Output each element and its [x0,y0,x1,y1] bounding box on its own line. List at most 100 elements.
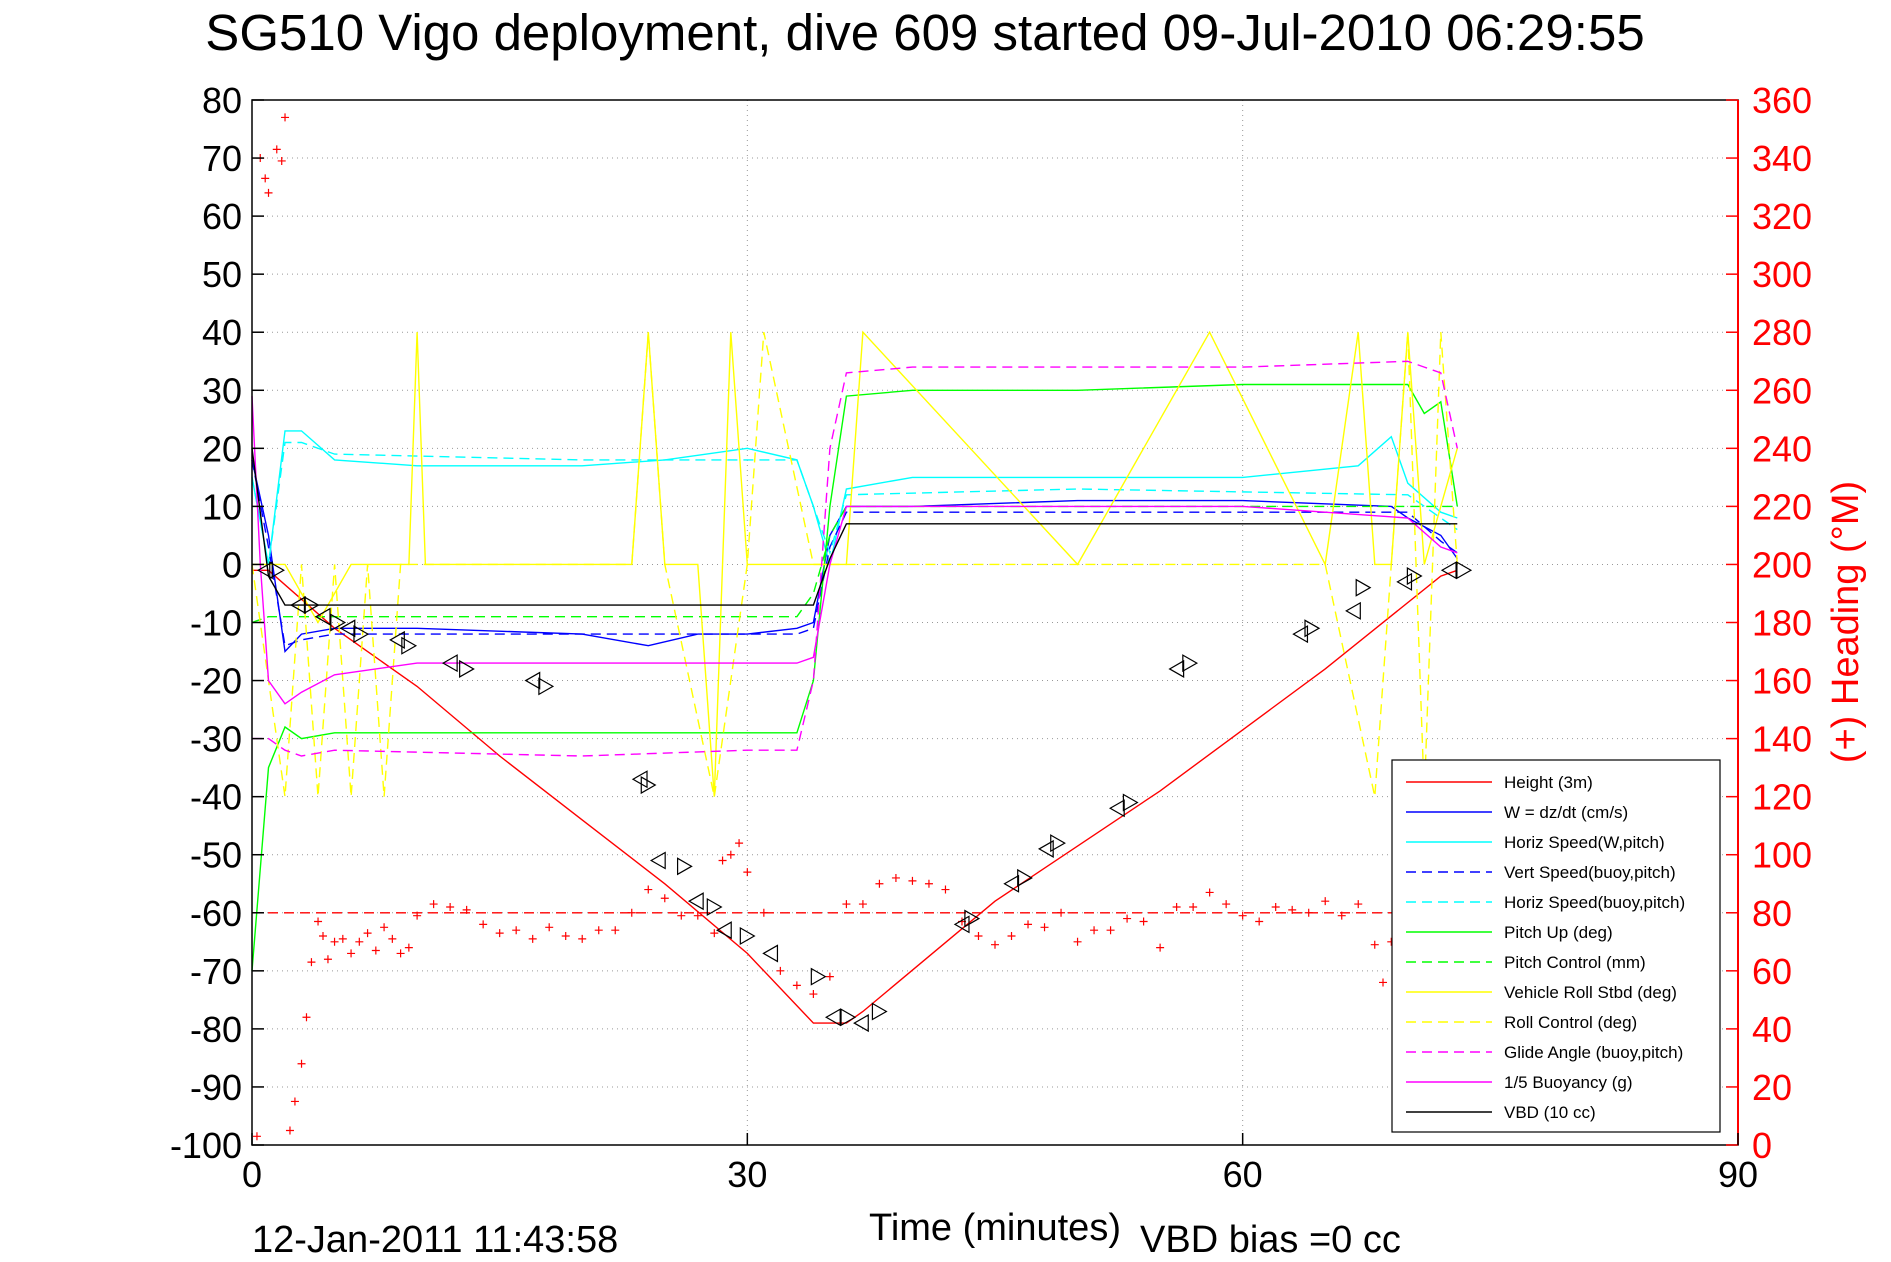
gc-marker [631,770,648,789]
vbd-bias-footer: VBD bias =0 cc [1140,1219,1401,1261]
legend-label: Pitch Control (mm) [1504,953,1646,972]
heading-marker [380,923,389,932]
gc-marker [1406,567,1423,586]
heading-marker [347,949,356,958]
x-axis: 0 30 60 90 [242,1133,1758,1195]
heading-marker [446,902,455,911]
gc-marker [290,596,306,615]
heading-marker [261,174,270,183]
x-tick-label: 60 [1223,1154,1263,1195]
gc-marker [649,851,666,870]
heading-marker [891,873,900,882]
gc-marker [739,926,756,946]
heading-marker [644,885,653,894]
heading-marker [302,1013,311,1022]
heading-marker [1040,923,1049,932]
right-tick-label: 160 [1752,661,1812,702]
gc-marker [1182,654,1199,673]
right-tick-label: 340 [1752,138,1812,179]
heading-marker [338,934,347,943]
gc-marker [330,613,347,632]
legend-label: VBD (10 cc) [1504,1103,1596,1122]
y-tick-label: -80 [190,1009,242,1050]
heading-marker [404,943,413,952]
heading-marker [1073,937,1082,946]
heading-marker [941,885,950,894]
heading-marker [290,1097,299,1106]
heading-marker [611,926,620,935]
series-vbd-10-cc [251,448,1458,606]
gc-marker [1168,659,1185,678]
heading-marker [677,911,686,920]
gc-marker [871,1002,888,1021]
heading-marker [1189,902,1198,911]
gc-marker [1037,839,1054,858]
right-tick-label: 360 [1752,80,1812,121]
series-horiz-speed-buoy-pitch [251,441,1458,565]
heading-marker [1321,897,1330,906]
legend-label: Roll Control (deg) [1504,1013,1637,1032]
series-1-5-buoyancy-g [251,396,1458,705]
heading-marker [792,981,801,990]
heading-marker [264,188,273,197]
legend-label: Pitch Up (deg) [1504,923,1613,942]
gc-marker [824,1008,841,1027]
gc-marker [1122,793,1139,812]
heading-marker [330,937,339,946]
gc-marker [706,897,723,917]
heading-marker [735,839,744,848]
y-tick-label: -60 [190,893,242,934]
legend-label: Vert Speed(buoy,pitch) [1504,863,1676,882]
heading-marker [479,920,488,929]
gc-marker [303,596,320,615]
heading-marker [512,926,521,935]
y-tick-label: -40 [190,777,242,818]
grid [252,100,1738,1145]
y-tick-label: 40 [202,312,242,353]
gc-marker [810,967,827,986]
legend-label: Height (3m) [1504,773,1593,792]
right-tick-label: 300 [1752,254,1812,295]
heading-marker [1024,920,1033,929]
right-tick-label: 120 [1752,777,1812,818]
gc-marker [339,619,356,638]
heading-marker [1354,900,1363,909]
heading-marker [297,1059,306,1068]
right-tick-label: 60 [1752,951,1792,992]
heading-marker [495,929,504,938]
heading-marker [660,894,669,903]
y-tick-label: 50 [202,254,242,295]
heading-marker [825,972,834,981]
right-tick-label: 100 [1752,835,1812,876]
gc-marker [964,909,981,928]
legend-label: Horiz Speed(W,pitch) [1504,833,1665,852]
y-tick-label: -10 [190,603,242,644]
heading-marker [281,113,290,122]
gc-marker [459,659,475,678]
heading-marker [1123,914,1132,923]
gc-marker [269,561,285,580]
heading-marker [693,911,702,920]
heading-marker [1238,911,1247,920]
heading-marker [1090,926,1099,935]
heading-marker [875,879,884,888]
gc-marker [1304,619,1321,638]
heading-marker [1156,943,1165,952]
gc-marker [1440,561,1457,580]
y-tick-label: 60 [202,196,242,237]
gc-marker [1017,868,1033,887]
gc-marker [538,677,555,696]
heading-marker [776,966,785,975]
heading-marker [974,932,983,940]
heading-marker [1106,926,1115,935]
gc-marker [762,944,779,963]
heading-marker [323,955,332,964]
gc-marker [1396,572,1413,591]
right-tick-label: 200 [1752,544,1812,585]
right-tick-label: 260 [1752,370,1812,411]
right-tick-label: 320 [1752,196,1812,237]
heading-marker [363,929,372,938]
legend-label: Vehicle Roll Stbd (deg) [1504,983,1677,1002]
gc-marker [1292,625,1309,644]
